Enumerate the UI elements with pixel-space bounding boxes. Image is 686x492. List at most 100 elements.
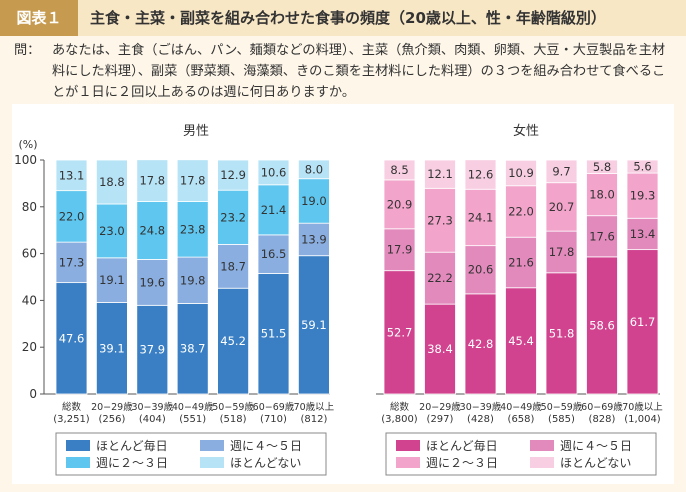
male-bar-segment: [96, 159, 128, 205]
female-data-label: 19.3: [630, 189, 656, 203]
female-data-label: 51.8: [549, 326, 575, 340]
female-data-label: 18.0: [589, 188, 615, 202]
male-data-label: 18.8: [99, 175, 125, 189]
female-data-label: 20.9: [387, 197, 413, 211]
male-category-count: (3,251): [53, 414, 90, 425]
male-category-count: (404): [139, 414, 166, 425]
female-bar-segment: [424, 159, 456, 189]
male-data-label: 19.0: [301, 194, 327, 208]
male-category-count: (710): [260, 414, 287, 425]
female-bar-segment: [464, 159, 497, 190]
female-data-label: 17.8: [549, 245, 575, 259]
female-data-label: 22.0: [508, 204, 534, 218]
female-category-label: 総数: [390, 401, 410, 413]
female-data-label: 5.6: [633, 160, 651, 174]
male-data-label: 12.9: [220, 168, 246, 182]
male-category-count: (256): [98, 414, 125, 425]
female-bar-segment: [505, 287, 537, 395]
male-bar-segment: [55, 159, 88, 192]
male-legend-label: 週に４〜５日: [230, 439, 302, 453]
female-data-label: 61.7: [630, 315, 656, 329]
male-category-label: 30−39歳: [131, 401, 173, 413]
male-bar-segment: [297, 159, 330, 180]
male-data-label: 45.2: [220, 334, 246, 348]
female-legend-swatch: [396, 457, 420, 468]
male-data-label: 47.6: [59, 331, 85, 345]
female-data-label: 17.9: [387, 243, 413, 257]
male-legend-swatch: [200, 440, 224, 451]
male-bar-segment: [96, 203, 128, 259]
female-category-count: (585): [548, 414, 575, 425]
male-data-label: 13.9: [301, 232, 327, 246]
male-category-label: 70歳以上: [294, 401, 335, 413]
male-data-label: 21.4: [261, 203, 287, 217]
male-category-count: (551): [179, 414, 206, 425]
female-data-label: 38.4: [427, 342, 453, 356]
female-category-count: (1,004): [624, 414, 661, 425]
female-data-label: 20.6: [468, 263, 494, 277]
male-bar-segment: [257, 184, 290, 236]
female-data-label: 17.6: [589, 229, 615, 243]
male-bar-segment: [176, 256, 209, 304]
male-bar-segment: [257, 234, 290, 274]
female-bar-segment: [586, 173, 618, 217]
male-data-label: 19.8: [180, 273, 206, 287]
female-data-label: 22.2: [427, 271, 453, 285]
male-bar-segment: [136, 304, 169, 395]
female-data-label: 9.7: [552, 164, 570, 178]
male-legend-label: 週に２〜３日: [96, 456, 168, 470]
male-bar-segment: [96, 257, 128, 303]
male-legend-label: ほとんどない: [230, 456, 301, 470]
male-data-label: 8.0: [305, 162, 323, 176]
question-block: 問： あなたは、主食（ごはん、パン、麺類などの料理）、主菜（魚介類、肉類、卵類、…: [14, 40, 674, 103]
female-category-count: (428): [467, 414, 494, 425]
male-bar-segment: [55, 241, 88, 284]
female-legend-swatch: [396, 440, 420, 451]
male-data-label: 38.7: [180, 342, 206, 356]
male-data-label: 23.0: [99, 224, 125, 238]
y-tick-label: 80: [22, 200, 37, 214]
male-bar-segment: [176, 303, 209, 395]
female-data-label: 27.3: [427, 213, 453, 227]
female-bar-segment: [424, 187, 456, 253]
male-legend-swatch: [66, 457, 90, 468]
male-data-label: 51.5: [261, 327, 287, 341]
male-data-label: 59.1: [301, 318, 327, 332]
male-legend-swatch: [66, 440, 90, 451]
y-tick-label: 0: [29, 387, 37, 401]
female-bar-segment: [383, 159, 416, 181]
female-bar-segment: [545, 182, 578, 232]
y-tick-label: 60: [22, 247, 37, 261]
female-category-label: 40−49歳: [500, 401, 542, 413]
female-data-label: 45.4: [508, 334, 534, 348]
female-data-label: 20.7: [549, 200, 575, 214]
female-bar-segment: [464, 245, 497, 295]
male-data-label: 17.8: [180, 174, 206, 188]
male-bar-segment: [257, 159, 290, 186]
female-bar-segment: [383, 270, 416, 395]
female-data-label: 24.1: [468, 210, 494, 224]
female-bar-segment: [626, 172, 659, 219]
male-bar-segment: [217, 287, 250, 395]
question-label: 問：: [14, 43, 41, 58]
male-legend-box: [55, 432, 327, 476]
female-bar-segment: [383, 179, 416, 230]
male-category-label: 総数: [62, 401, 82, 413]
female-data-label: 8.5: [390, 163, 408, 177]
male-bar-segment: [96, 302, 128, 395]
male-data-label: 39.1: [99, 341, 125, 355]
male-data-label: 16.5: [261, 247, 287, 261]
female-data-label: 12.1: [427, 167, 453, 181]
male-data-label: 18.7: [220, 259, 246, 273]
female-chart-title: 女性: [513, 123, 539, 139]
male-data-label: 23.8: [180, 222, 206, 236]
male-category-label: 40−49歳: [172, 401, 214, 413]
female-bar-segment: [505, 159, 537, 187]
y-tick-label: 40: [22, 293, 37, 307]
male-data-label: 22.0: [59, 209, 85, 223]
female-legend-label: 週に４〜５日: [560, 439, 632, 453]
female-legend-box: [385, 432, 657, 476]
female-bar-segment: [505, 236, 537, 289]
male-data-label: 19.1: [99, 273, 125, 287]
female-bar-segment: [586, 159, 618, 174]
